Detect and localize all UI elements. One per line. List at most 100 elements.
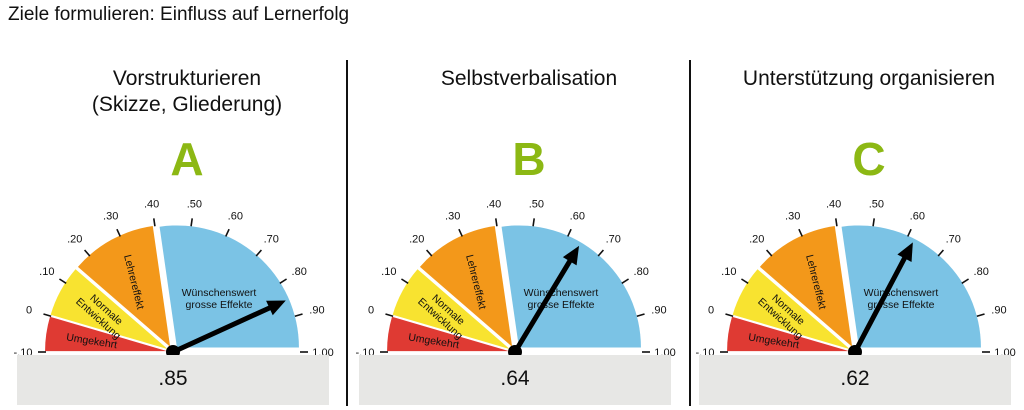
gauge-tick (400, 278, 409, 285)
value-label: .85 (158, 367, 188, 390)
gauge-tick-label: .40 (144, 199, 159, 211)
panel-title: Unterstützung organisieren (742, 67, 996, 90)
gauge-tick (597, 249, 605, 257)
segment-label-wunsch: Wünschenswert grosse Effekte (864, 287, 939, 311)
gauge-segment (387, 316, 510, 352)
gauge-tick (961, 278, 970, 285)
gauge-needle-head (266, 300, 286, 316)
segment-label-wunsch: Wünschenswert grosse Effekte (524, 287, 599, 311)
gauge-tick (907, 228, 912, 237)
gauge-tick-label: 0 (26, 305, 32, 317)
gauge-tick-label: .90 (651, 305, 666, 317)
gauge-tick-label: .80 (974, 266, 989, 278)
gauge-tick (294, 313, 303, 317)
panel-heading: Unterstützung organisieren (699, 66, 1024, 92)
gauge-tick (621, 278, 630, 285)
gauge-tick (385, 313, 394, 317)
gauge-tick (765, 249, 773, 257)
gauge-segment (50, 269, 168, 350)
gauge-tick-label: .20 (67, 234, 82, 246)
gauge-panel-c: Unterstützung organisieren C Umgekehrt No… (696, 60, 1024, 410)
value-label: .62 (840, 367, 870, 390)
gauge-tick-label: .70 (606, 234, 621, 246)
gauge-needle (852, 255, 907, 355)
segment-label-wunsch: Wünschenswert grosse Effekte (182, 287, 257, 311)
panel-heading: Selbstverbalisation (359, 66, 699, 92)
page-title: Ziele formulieren: Einfluss auf Lernerfo… (8, 4, 350, 25)
panel-divider (346, 60, 348, 406)
gauge-segment (732, 269, 850, 350)
gauge-tick (494, 218, 498, 227)
gauge-tick (798, 228, 803, 237)
gauge-tick-label: .40 (486, 199, 501, 211)
gauge-tick-label: .80 (292, 266, 307, 278)
value-box: .62 (699, 355, 1011, 405)
gauge-tick-label: .30 (103, 211, 118, 223)
gauge-segment (419, 225, 513, 347)
gauge-tick-label: .30 (445, 211, 460, 223)
panel-letter: A (170, 133, 204, 185)
gauge-tick (740, 278, 749, 285)
gauge-needle-head (562, 245, 580, 266)
gauge-tick (152, 218, 156, 227)
gauge-tick (83, 249, 91, 257)
segment-label-line: Wünschenswert (864, 287, 939, 299)
value-label: .64 (500, 367, 530, 390)
panel-title: Selbstverbalisation (440, 67, 618, 90)
gauge-segment (45, 316, 168, 352)
gauge-tick (425, 249, 433, 257)
gauge-tick-label: .20 (409, 234, 424, 246)
panel-divider (689, 60, 691, 406)
value-box: .85 (17, 355, 329, 405)
gauge-tick-label: .80 (634, 266, 649, 278)
segment-label-line: Wünschenswert (182, 287, 257, 299)
gauge-needle-head (897, 242, 913, 262)
gauge-tick-label: .60 (228, 211, 243, 223)
gauge-tick-label: .60 (570, 211, 585, 223)
panel-letter: B (512, 133, 546, 185)
gauge-tick (834, 218, 838, 227)
gauge-tick-label: .10 (721, 266, 736, 278)
gauge-tick (725, 313, 734, 317)
gauge-tick (190, 218, 194, 227)
gauge-panel-b: Selbstverbalisation B Umgekehrt NormaleEn… (356, 60, 699, 410)
gauge-tick (58, 278, 67, 285)
gauge-tick-label: .90 (991, 305, 1006, 317)
segment-label-line: Wünschenswert (524, 287, 599, 299)
gauge-tick-label: .10 (381, 266, 396, 278)
gauge-tick (532, 218, 536, 227)
panel-subtitle: (Skizze, Gliederung) (91, 93, 283, 116)
gauge-segment (727, 316, 850, 352)
gauge-tick-label: .60 (910, 211, 925, 223)
gauge-tick-label: .70 (946, 234, 961, 246)
gauge-tick (279, 278, 288, 285)
panel-heading: Vorstrukturieren (Skizze, Gliederung) (17, 66, 357, 118)
gauge-tick (937, 249, 945, 257)
gauge-tick (116, 228, 121, 237)
gauge-tick-label: .90 (309, 305, 324, 317)
gauge-segment (841, 225, 981, 348)
gauge-needle (512, 258, 573, 355)
gauge-tick-label: .10 (39, 266, 54, 278)
gauge-tick-label: .50 (529, 199, 544, 211)
gauge-tick (225, 228, 230, 237)
gauge-tick (43, 313, 52, 317)
segment-label-line: grosse Effekte (528, 299, 595, 311)
gauge-tick (458, 228, 463, 237)
panel-letter: C (852, 133, 886, 185)
gauge-tick-label: .20 (749, 234, 764, 246)
gauge-tick (255, 249, 263, 257)
gauge-segment (77, 225, 171, 347)
gauge-tick-label: .50 (869, 199, 884, 211)
gauge-tick-label: 0 (368, 305, 374, 317)
segment-label-line: grosse Effekte (868, 299, 935, 311)
gauge-segment (392, 269, 510, 350)
gauge-tick (976, 313, 985, 317)
gauge-tick (567, 228, 572, 237)
gauge-segment (159, 225, 299, 348)
gauge-panel-a: Vorstrukturieren (Skizze, Gliederung) A … (14, 60, 357, 410)
gauge-tick-label: .30 (785, 211, 800, 223)
